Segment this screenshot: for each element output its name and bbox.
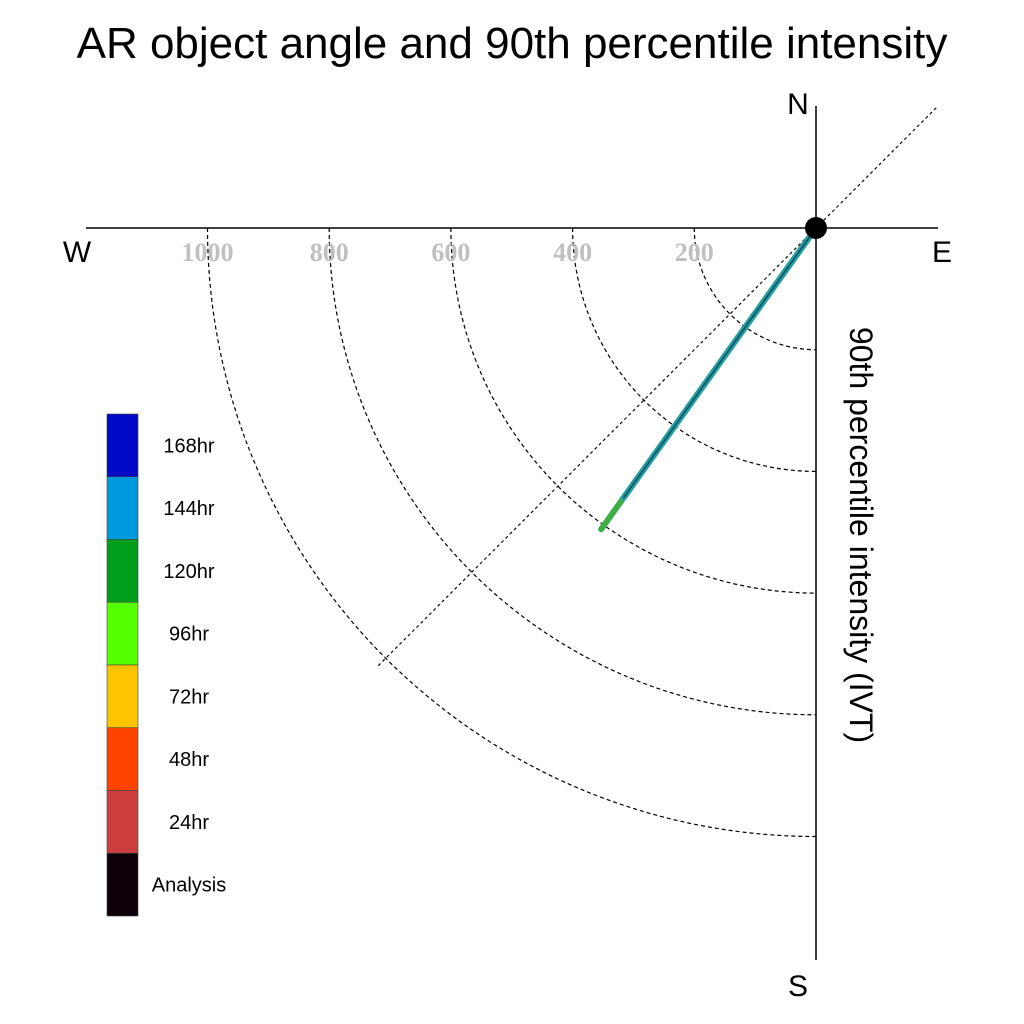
series-centerline-144hr <box>622 227 817 499</box>
y-axis-label: 90th percentile intensity (IVT) <box>843 327 879 743</box>
legend-label-analysis: Analysis <box>152 875 226 897</box>
legend-swatch-168hr <box>106 413 139 478</box>
radial-tick-label-1000: 1000 <box>182 238 234 267</box>
radial-tick-label-400: 400 <box>553 238 592 267</box>
legend-label-48hr: 48hr <box>169 749 209 771</box>
radial-tick-label-800: 800 <box>310 238 349 267</box>
legend-swatch-analysis <box>106 852 139 917</box>
grid-arc-600 <box>450 227 817 594</box>
radial-tick-labels: 200 400 600 800 1000 <box>182 238 714 267</box>
chart-title: AR object angle and 90th percentile inte… <box>77 19 948 68</box>
legend-label-24hr: 24hr <box>169 812 209 834</box>
west-label: W <box>63 236 92 269</box>
legend-swatch-120hr <box>106 539 139 603</box>
legend-swatch-96hr <box>106 601 139 666</box>
radial-tick-label-600: 600 <box>431 238 470 267</box>
legend-label-72hr: 72hr <box>169 686 209 708</box>
legend-swatch-144hr <box>106 476 139 540</box>
north-label: N <box>787 88 809 121</box>
legend-swatch-24hr <box>106 790 139 854</box>
legend-label-120hr: 120hr <box>163 561 214 583</box>
grid-arc-800 <box>328 227 817 716</box>
legend-swatch-72hr <box>106 664 139 729</box>
grid-arc-400 <box>572 227 817 472</box>
legend-label-144hr: 144hr <box>163 498 214 520</box>
legend-label-96hr: 96hr <box>169 624 209 646</box>
south-label: S <box>788 970 808 1003</box>
legend-swatch-48hr <box>106 727 139 791</box>
east-label: E <box>932 236 952 269</box>
series-layer <box>598 225 819 533</box>
radial-tick-label-200: 200 <box>675 238 714 267</box>
origin-marker <box>805 217 827 239</box>
legend-label-168hr: 168hr <box>163 435 214 457</box>
grid-arc-1000 <box>206 227 817 838</box>
grid-layer <box>206 107 937 838</box>
legend: 168hr 144hr 120hr 96hr 72hr 48hr 24hr Analysis <box>106 413 226 917</box>
